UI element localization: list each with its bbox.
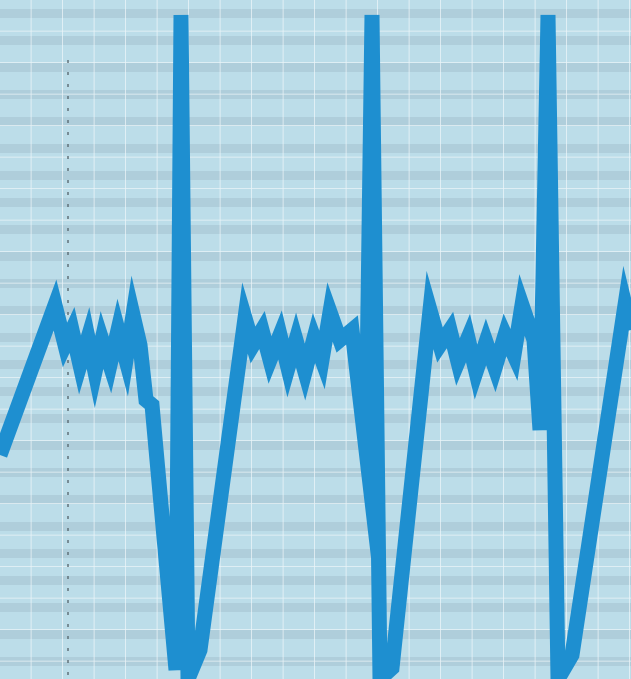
page	[0, 0, 631, 679]
photo	[0, 0, 631, 679]
